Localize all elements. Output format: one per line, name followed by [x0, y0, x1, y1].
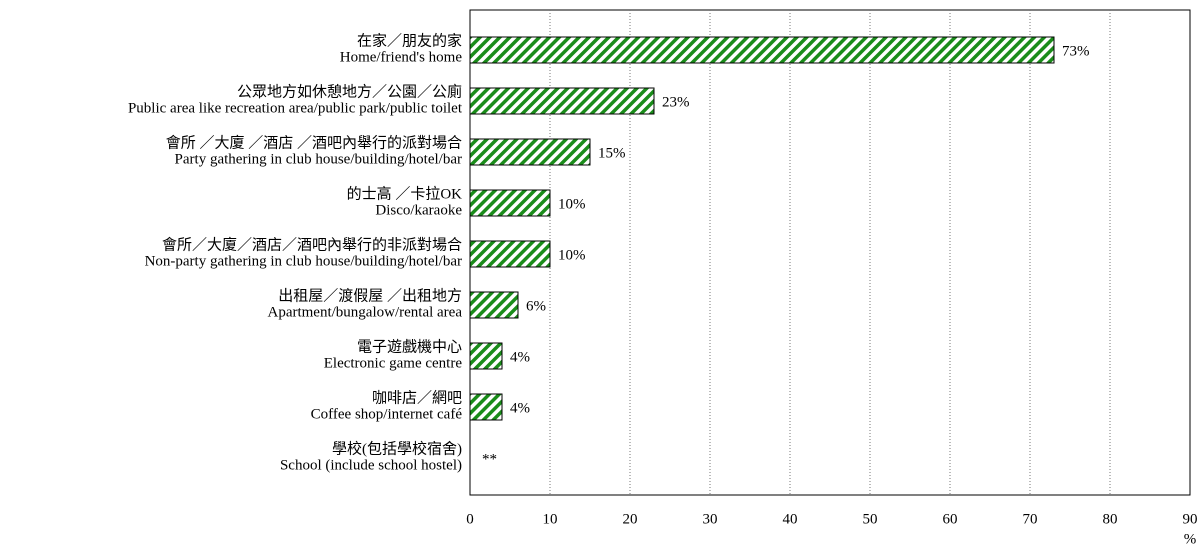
value-label: 73%	[1062, 43, 1090, 59]
category-label-en: School (include school hostel)	[280, 457, 462, 473]
category-label-en: Home/friend's home	[340, 49, 463, 65]
x-tick-label: 80	[1103, 511, 1118, 527]
value-label: 15%	[598, 145, 626, 161]
x-tick-label: 10	[543, 511, 558, 527]
x-tick-label: 60	[943, 511, 958, 527]
bar	[469, 36, 1055, 64]
value-label: **	[482, 451, 497, 467]
category-label-zh: 的士高 ／卡拉OK	[347, 185, 463, 202]
category-label-en: Non-party gathering in club house/buildi…	[145, 253, 462, 269]
category-label-en: Electronic game centre	[324, 355, 463, 371]
category-label-en: Party gathering in club house/building/h…	[175, 151, 462, 167]
bar	[469, 138, 591, 166]
value-label: 6%	[526, 298, 546, 314]
category-label-zh: 電子遊戲機中心	[357, 338, 462, 355]
bar	[469, 240, 551, 268]
x-tick-label: 50	[863, 511, 878, 527]
category-label-zh: 在家／朋友的家	[357, 32, 462, 49]
category-label-zh: 學校(包括學校宿舍)	[332, 439, 462, 457]
x-tick-label: 90	[1183, 511, 1198, 527]
x-tick-label: 70	[1023, 511, 1038, 527]
category-label-en: Public area like recreation area/public …	[128, 100, 463, 116]
x-tick-label: 20	[623, 511, 638, 527]
bar	[469, 393, 503, 421]
category-label-en: Disco/karaoke	[375, 202, 462, 218]
bar	[469, 189, 551, 217]
category-label-en: Apartment/bungalow/rental area	[267, 304, 462, 320]
bar	[469, 342, 503, 370]
value-label: 10%	[558, 196, 586, 212]
value-label: 4%	[510, 349, 530, 365]
x-tick-label: 30	[703, 511, 718, 527]
bar	[469, 87, 655, 115]
x-axis-label: %	[1184, 531, 1197, 547]
category-label-zh: 會所 ／大廈 ／酒店 ／酒吧內舉行的派對場合	[166, 133, 462, 151]
value-label: 23%	[662, 94, 690, 110]
category-label-zh: 會所／大廈／酒店／酒吧內舉行的非派對場合	[162, 235, 462, 253]
category-label-zh: 出租屋／渡假屋 ／出租地方	[278, 287, 462, 304]
category-label-zh: 咖啡店／網吧	[372, 389, 462, 406]
bar	[469, 291, 519, 319]
value-label: 10%	[558, 247, 586, 263]
category-label-en: Coffee shop/internet café	[311, 406, 463, 422]
x-tick-label: 0	[466, 511, 474, 527]
value-label: 4%	[510, 400, 530, 416]
x-tick-label: 40	[783, 511, 798, 527]
category-label-zh: 公眾地方如休憩地方／公園／公廁	[237, 82, 462, 100]
